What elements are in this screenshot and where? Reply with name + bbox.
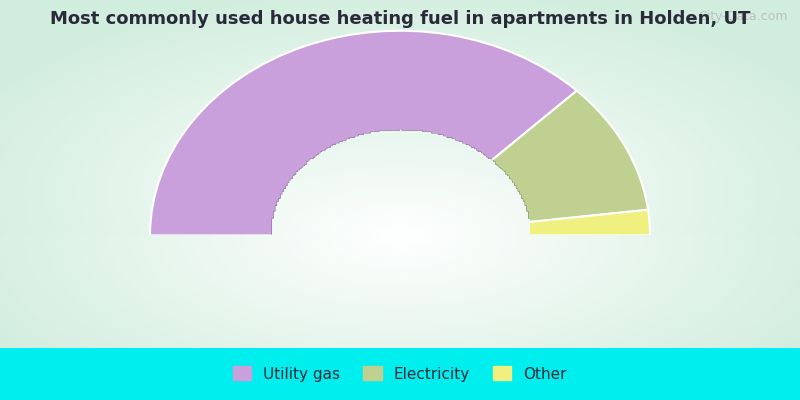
Legend: Utility gas, Electricity, Other: Utility gas, Electricity, Other xyxy=(226,360,574,388)
Text: City-Data.com: City-Data.com xyxy=(698,10,787,23)
Text: Most commonly used house heating fuel in apartments in Holden, UT: Most commonly used house heating fuel in… xyxy=(50,10,750,28)
Wedge shape xyxy=(400,210,650,236)
Wedge shape xyxy=(400,91,648,236)
Wedge shape xyxy=(150,31,577,236)
